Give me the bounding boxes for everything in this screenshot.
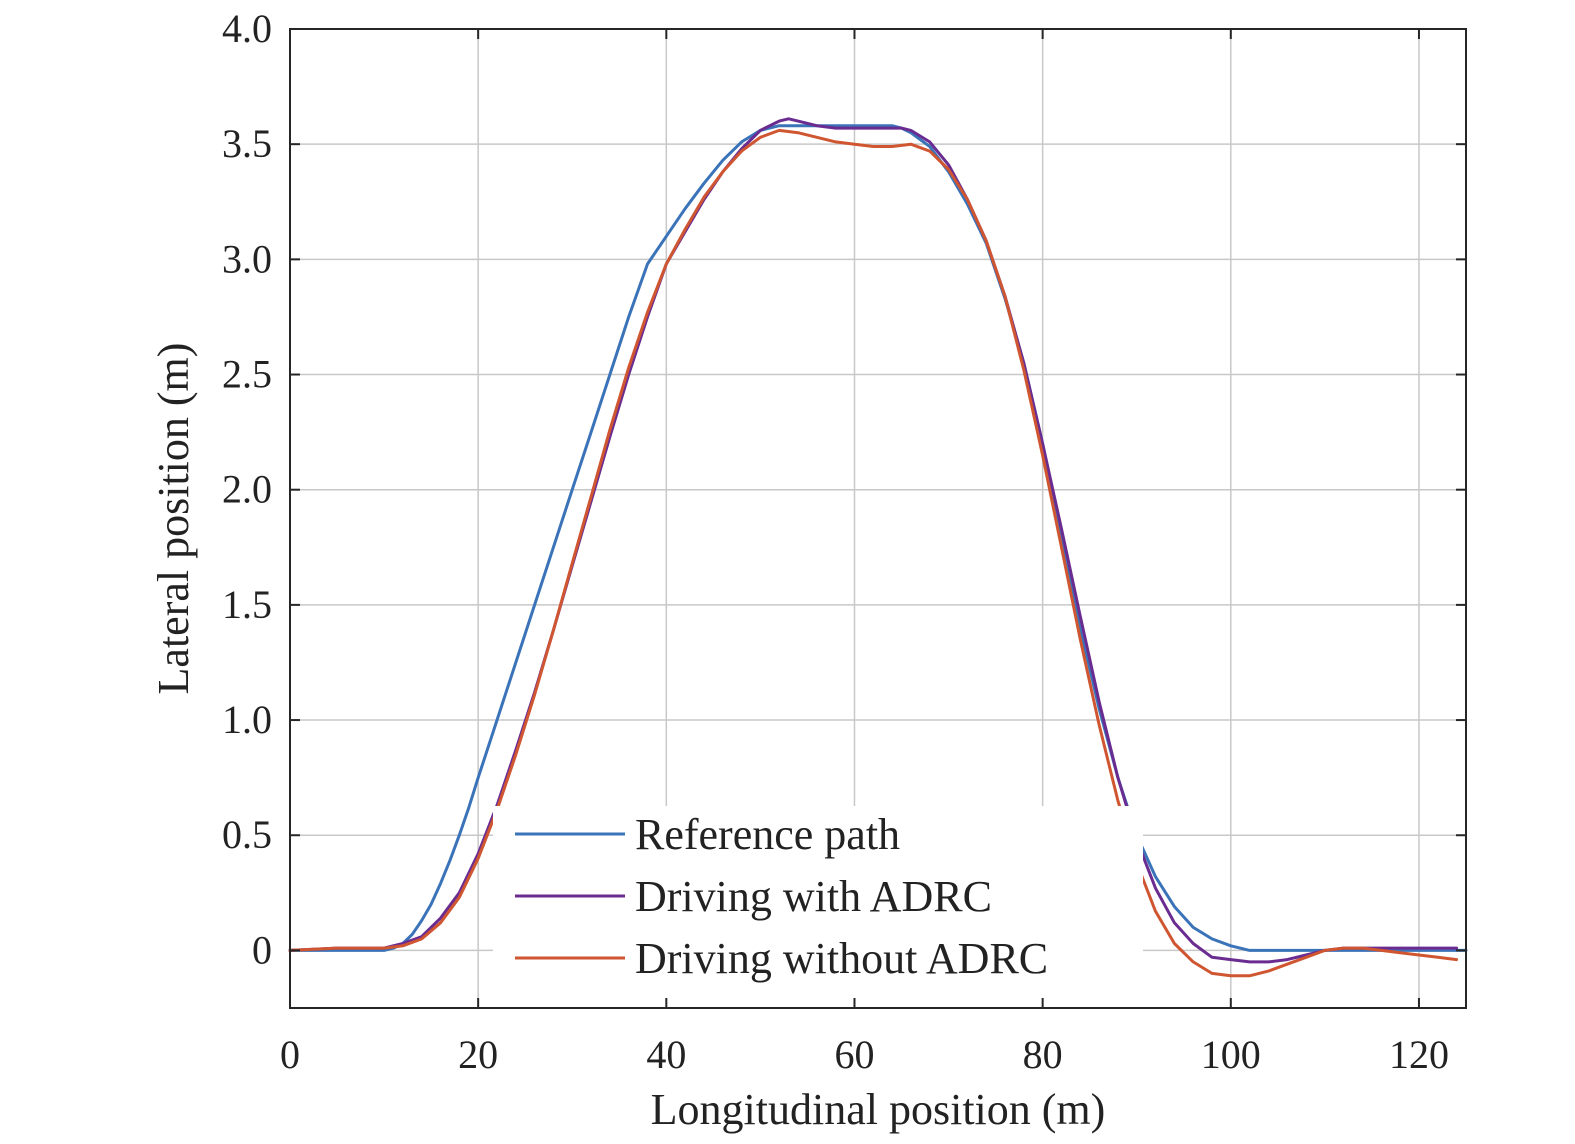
x-tick-label: 80: [1023, 1032, 1063, 1077]
x-tick-label: 60: [834, 1032, 874, 1077]
x-axis-label: Longitudinal position (m): [651, 1085, 1106, 1134]
y-tick-label: 3.5: [222, 121, 272, 166]
series-lines: [288, 117, 1468, 978]
x-tick-label: 100: [1201, 1032, 1261, 1077]
grid-lines: [290, 29, 1466, 1008]
legend-label-3: Driving without ADRC: [635, 934, 1048, 983]
y-tick-label: 0: [252, 927, 272, 972]
axis-ticks: [289, 28, 1466, 1008]
y-tick-label: 4.0: [222, 6, 272, 51]
x-tick-labels: 0 20 40 60 80 100 120: [280, 1032, 1449, 1077]
y-axis-label: Lateral position (m): [149, 343, 198, 695]
x-tick-label: 120: [1389, 1032, 1449, 1077]
y-tick-label: 3.0: [222, 236, 272, 281]
y-tick-label: 0.5: [222, 812, 272, 857]
plot-frame: [289, 28, 1467, 1009]
legend: Reference path Driving with ADRC Driving w…: [515, 810, 1048, 983]
y-tick-labels: 0 0.5 1.0 1.5 2.0 2.5 3.0 3.5 4.0: [222, 6, 272, 972]
y-tick-label: 1.5: [222, 582, 272, 627]
legend-label-1: Reference path: [635, 810, 900, 859]
x-tick-label: 20: [458, 1032, 498, 1077]
series-line-3: [288, 128, 1459, 978]
y-tick-label: 2.5: [222, 352, 272, 397]
legend-background: [493, 806, 1143, 1002]
y-tick-label: 2.0: [222, 467, 272, 512]
x-tick-label: 0: [280, 1032, 300, 1077]
x-tick-label: 40: [646, 1032, 686, 1077]
y-tick-label: 1.0: [222, 697, 272, 742]
legend-label-2: Driving with ADRC: [635, 872, 992, 921]
